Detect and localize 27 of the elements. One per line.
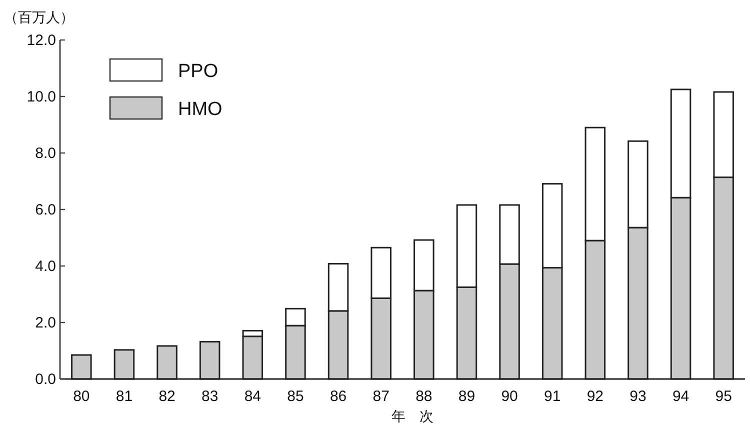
y-tick-label: 12.0 [26,32,56,49]
x-tick-label: 90 [501,388,518,405]
x-tick-label: 94 [672,388,690,405]
legend-label: PPO [178,61,218,82]
x-tick-label: 81 [116,388,133,405]
x-tick-label: 80 [73,388,90,405]
x-tick-label: 83 [202,388,218,405]
y-tick-label: 4.0 [35,258,56,275]
x-tick-label: 84 [244,388,261,405]
x-tick-label: 86 [330,388,347,405]
x-axis-title: 年 次 [392,408,434,424]
x-tick-label: 82 [158,388,176,405]
y-axis-title: （百万人） [4,9,74,25]
y-tick-label: 10.0 [26,88,56,106]
x-tick-label: 93 [630,388,646,405]
y-tick-label: 6.0 [35,202,56,218]
y-tick-label: 8.0 [35,145,56,162]
y-tick-label: 0.0 [35,371,56,388]
y-tick-label: 2.0 [35,314,56,332]
x-tick-label: 89 [458,388,476,405]
x-tick-label: 87 [372,388,390,405]
x-tick-label: 91 [544,388,561,405]
x-tick-label: 88 [416,388,432,405]
x-tick-label: 95 [715,388,732,405]
x-tick-label: 85 [287,388,304,405]
x-tick-label: 92 [586,388,604,405]
legend-label: HMO [178,99,222,120]
